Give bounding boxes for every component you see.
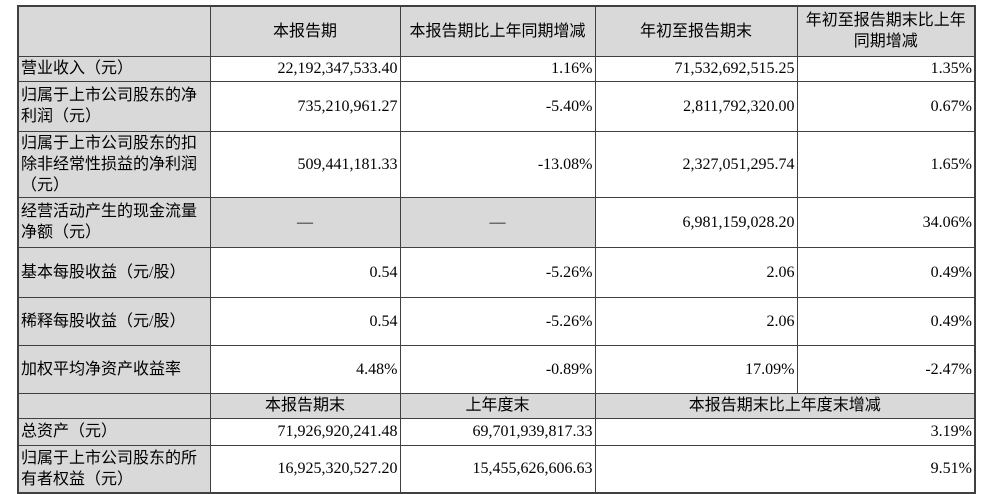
row-diluted-eps: 稀释每股收益（元/股） 0.54 -5.26% 2.06 0.49% [17,296,976,346]
cell-ytd-yoy: 0.67% [796,80,976,132]
row-label: 营业收入（元） [17,55,211,82]
row-total-assets: 总资产（元） 71,926,920,241.48 69,701,939,817.… [17,417,976,446]
cell-ytd-yoy: 0.49% [796,296,976,346]
cell-change: 9.51% [594,444,976,494]
cell-yoy: 1.16% [399,55,596,82]
cell-yoy: -13.08% [399,130,596,198]
header-current-yoy-change: 本报告期比上年同期增减 [399,5,596,57]
row-operating-revenue: 营业收入（元） 22,192,347,533.40 1.16% 71,532,6… [17,55,976,82]
cell-prev-year-end: 15,455,626,606.63 [399,444,596,494]
row-operating-cash-flow: 经营活动产生的现金流量净额（元） — — 6,981,159,028.20 34… [17,196,976,248]
header-row-top: 本报告期 本报告期比上年同期增减 年初至报告期末 年初至报告期末比上年同期增减 [17,5,976,57]
header-period-end: 本报告期末 [209,392,401,419]
cell-current: 0.54 [209,296,401,346]
header-row-bottom: 本报告期末 上年度末 本报告期末比上年度末增减 [17,392,976,419]
cell-current-dash: — [209,196,401,248]
cell-ytd: 2,327,051,295.74 [594,130,798,198]
row-weighted-avg-roe: 加权平均净资产收益率 4.48% -0.89% 17.09% -2.47% [17,344,976,394]
header-corner [17,5,211,57]
cell-ytd: 2.06 [594,246,798,298]
cell-ytd: 71,532,692,515.25 [594,55,798,82]
row-shareholders-equity: 归属于上市公司股东的所有者权益（元） 16,925,320,527.20 15,… [17,444,976,494]
cell-current: 0.54 [209,246,401,298]
header-ytd: 年初至报告期末 [594,5,798,57]
cell-current: 735,210,961.27 [209,80,401,132]
cell-current: 509,441,181.33 [209,130,401,198]
cell-period-end: 16,925,320,527.20 [209,444,401,494]
cell-current: 4.48% [209,344,401,394]
cell-yoy-dash: — [399,196,596,248]
header-prev-year-end: 上年度末 [399,392,596,419]
cell-ytd: 2.06 [594,296,798,346]
cell-ytd-yoy: 1.35% [796,55,976,82]
header-period-end-change: 本报告期末比上年度末增减 [594,392,976,419]
cell-ytd-yoy: -2.47% [796,344,976,394]
header-corner-bottom [17,392,211,419]
row-label: 基本每股收益（元/股） [17,246,211,298]
cell-ytd: 2,811,792,320.00 [594,80,798,132]
cell-yoy: -5.26% [399,246,596,298]
row-label: 归属于上市公司股东的净利润（元） [17,80,211,132]
cell-ytd: 6,981,159,028.20 [594,196,798,248]
row-label: 经营活动产生的现金流量净额（元） [17,196,211,248]
cell-change: 3.19% [594,417,976,446]
cell-prev-year-end: 69,701,939,817.33 [399,417,596,446]
cell-ytd: 17.09% [594,344,798,394]
cell-ytd-yoy: 1.65% [796,130,976,198]
cell-ytd-yoy: 34.06% [796,196,976,248]
cell-current: 22,192,347,533.40 [209,55,401,82]
row-label: 总资产（元） [17,417,211,446]
header-ytd-yoy-change: 年初至报告期末比上年同期增减 [796,5,976,57]
row-net-profit-excl-nonrecurring: 归属于上市公司股东的扣除非经常性损益的净利润（元） 509,441,181.33… [17,130,976,198]
cell-yoy: -0.89% [399,344,596,394]
cell-yoy: -5.40% [399,80,596,132]
cell-yoy: -5.26% [399,296,596,346]
cell-ytd-yoy: 0.49% [796,246,976,298]
cell-period-end: 71,926,920,241.48 [209,417,401,446]
row-label: 归属于上市公司股东的扣除非经常性损益的净利润（元） [17,130,211,198]
row-label: 归属于上市公司股东的所有者权益（元） [17,444,211,494]
row-label: 稀释每股收益（元/股） [17,296,211,346]
header-current-period: 本报告期 [209,5,401,57]
row-label: 加权平均净资产收益率 [17,344,211,394]
financial-summary-table: 本报告期 本报告期比上年同期增减 年初至报告期末 年初至报告期末比上年同期增减 … [17,5,976,494]
row-basic-eps: 基本每股收益（元/股） 0.54 -5.26% 2.06 0.49% [17,246,976,298]
row-net-profit: 归属于上市公司股东的净利润（元） 735,210,961.27 -5.40% 2… [17,80,976,132]
